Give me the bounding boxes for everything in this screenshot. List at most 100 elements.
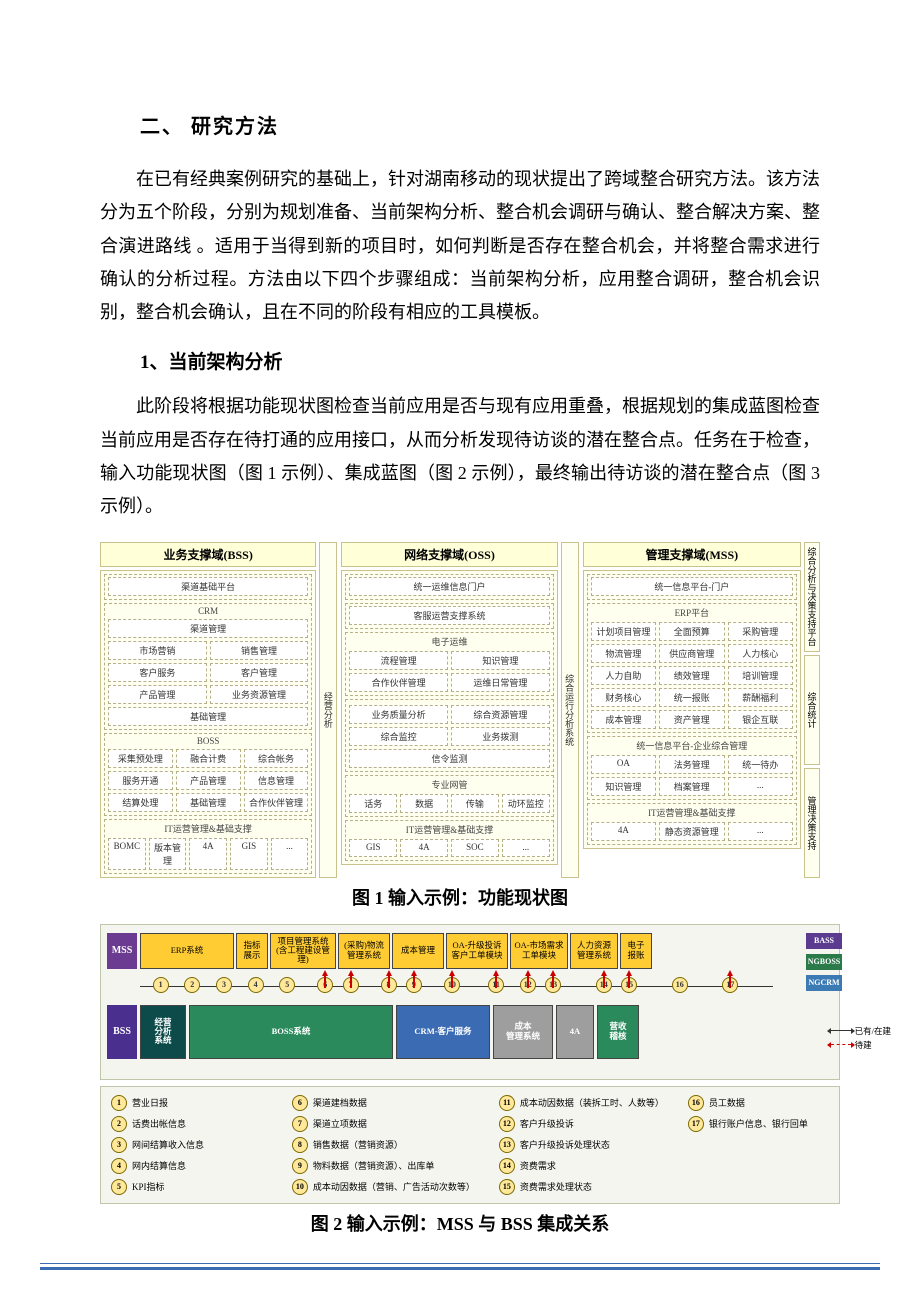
f1-cell: ... <box>271 838 309 870</box>
f1-cell: GIS <box>230 838 268 870</box>
f2-bss-box: 营收稽核 <box>597 1005 639 1059</box>
f1-cell: 统一待办 <box>728 755 793 774</box>
figure-2-caption: 图 2 输入示例：MSS 与 BSS 集成关系 <box>100 1210 820 1236</box>
f2-def-item: 7渠道立项数据 <box>292 1116 475 1132</box>
f1-cell: 合作伙伴管理 <box>244 793 309 812</box>
f2-def-item: 11成本动因数据（装拆工时、人数等） <box>499 1095 664 1111</box>
f1-col-oss: 网络支撑域(OSS) 统一运维信息门户 客服运营支撑系统 电子运维流程管理知识管… <box>341 542 578 878</box>
f1-cell: 银企互联 <box>728 710 793 729</box>
f1-cell: 信令监测 <box>349 749 549 768</box>
f2-bss-box: 经营分析系统 <box>140 1005 186 1059</box>
f1-cell: 薪酬福利 <box>728 688 793 707</box>
f2-mss-box: 电子报账 <box>620 933 652 969</box>
f2-def-item: 8销售数据（营销资源） <box>292 1137 475 1153</box>
f1-cell: 全面预算 <box>659 622 724 641</box>
f2-connector-node: 3 <box>216 977 232 993</box>
f1-cell: SOC <box>451 839 499 857</box>
f1-cell: 采购管理 <box>728 622 793 641</box>
f2-arrow-icon <box>348 970 354 976</box>
f1-cell: 财务核心 <box>591 688 656 707</box>
f1-group-label: 电子运维 <box>349 635 549 648</box>
f1-mss-side1: 综合分析与决策支持平台 <box>804 542 820 652</box>
f2-def-item: 1营业日报 <box>111 1095 268 1111</box>
f1-domain-bss-title: 业务支撑域(BSS) <box>100 542 316 567</box>
f1-cell: ... <box>728 822 793 841</box>
f2-connector-node: 5 <box>279 977 295 993</box>
f1-col-mss: 管理支撑域(MSS) 统一信息平台-门户 ERP平台计划项目管理全面预算采购管理… <box>583 542 820 878</box>
f1-bss-side: 经营分析 <box>319 542 337 878</box>
f2-arrow-icon <box>493 970 499 976</box>
f2-arrow-icon <box>411 970 417 976</box>
f1-cell: OA <box>591 755 656 774</box>
f2-def-item: 14资费需求 <box>499 1158 664 1174</box>
paragraph-1: 在已有经典案例研究的基础上，针对湖南移动的现状提出了跨域整合研究方法。该方法分为… <box>100 163 820 329</box>
f1-cell: 动环监控 <box>502 794 550 813</box>
f1-cell: 统一报账 <box>659 688 724 707</box>
f2-connector-node: 4 <box>248 977 264 993</box>
f1-cell: 知识管理 <box>591 777 656 796</box>
f1-domain-oss-title: 网络支撑域(OSS) <box>341 542 557 567</box>
f2-connector-node: 1 <box>153 977 169 993</box>
f2-arrow-icon <box>601 970 607 976</box>
f2-arrow-icon <box>386 970 392 976</box>
f1-group-label: IT运营管理&基础支撑 <box>591 806 793 819</box>
f1-cell: 渠道管理 <box>108 619 308 638</box>
f2-def-item: 6渠道建档数据 <box>292 1095 475 1111</box>
f2-def-item: 17银行账户信息、银行回单 <box>688 1116 829 1132</box>
f1-cell: 客户服务 <box>108 663 207 682</box>
f1-col-bss: 业务支撑域(BSS) 渠道基础平台 CRM渠道管理市场营销销售管理客户服务客户管… <box>100 542 337 878</box>
f2-connector-lane: 1234567891011121314151617 <box>140 973 773 1001</box>
f1-cell: 信息管理 <box>244 771 309 790</box>
f1-cell: 基础管理 <box>108 707 308 726</box>
f1-cell: 产品管理 <box>176 771 241 790</box>
f1-cell: 话务 <box>349 794 397 813</box>
f1-cell: 静态资源管理 <box>659 822 724 841</box>
f1-cell: 传输 <box>451 794 499 813</box>
f1-cell: 4A <box>400 839 448 857</box>
f1-cell: ... <box>502 839 550 857</box>
f2-def-item: 4网内结算信息 <box>111 1158 268 1174</box>
f2-mss-box: 人力资源管理系统 <box>570 933 618 969</box>
f1-group-label: 统一信息平台-企业综合管理 <box>591 739 793 752</box>
f1-cell: 融合计费 <box>176 749 241 768</box>
f1-cell: ... <box>728 777 793 796</box>
f2-mss-box: 项目管理系统(含工程建设管理) <box>270 933 336 969</box>
f1-mss-side2: 综合统计 <box>804 655 820 765</box>
f1-group-label: IT运营管理&基础支撑 <box>108 822 308 835</box>
f1-cell: 基础管理 <box>176 793 241 812</box>
f1-mss-side3: 管理决策支持 <box>804 768 820 878</box>
f1-cell: 运维日常管理 <box>451 673 550 692</box>
f1-cell: 人力自助 <box>591 666 656 685</box>
f2-arrow-icon <box>626 970 632 976</box>
f1-cell: 业务质量分析 <box>349 705 448 724</box>
f2-def-item: 10成本动因数据（营销、广告活动次数等） <box>292 1179 475 1195</box>
f2-def-item: 5KPI指标 <box>111 1179 268 1195</box>
f1-cell: 业务资源管理 <box>210 685 309 704</box>
f2-legend-lines: 已有/在建 待建 <box>831 1023 891 1051</box>
f2-arrow-icon <box>727 970 733 976</box>
f1-cell: 结算处理 <box>108 793 173 812</box>
f2-def-item: 9物料数据（营销资源）、出库单 <box>292 1158 475 1174</box>
f2-def-item: 13客户升级投诉处理状态 <box>499 1137 664 1153</box>
subsection-heading-1: 1、当前架构分析 <box>140 347 820 374</box>
f1-group-label: 专业网管 <box>349 778 549 791</box>
f1-cell: 成本管理 <box>591 710 656 729</box>
f1-cell: 销售管理 <box>210 641 309 660</box>
f2-connector-node: 2 <box>184 977 200 993</box>
f2-definitions: 1营业日报2话费出帐信息3网间结算收入信息4网内结算信息5KPI指标6渠道建档数… <box>111 1095 829 1195</box>
f2-def-item: 3网间结算收入信息 <box>111 1137 268 1153</box>
f1-cell: 知识管理 <box>451 651 550 670</box>
f2-mss-box: ERP系统 <box>140 933 234 969</box>
f1-cell: 绩效管理 <box>659 666 724 685</box>
f1-cell: 计划项目管理 <box>591 622 656 641</box>
f1-cell: 档案管理 <box>659 777 724 796</box>
f1-cell: BOMC <box>108 838 146 870</box>
figure-2: BASSNGBOSSNGCRM MSS ERP系统指标展示项目管理系统(含工程建… <box>100 924 840 1204</box>
f1-cell: 培训管理 <box>728 666 793 685</box>
f2-mss-box: OA-升级投诉客户工单模块 <box>446 933 508 969</box>
f2-bss-box: 成本管理系统 <box>493 1005 553 1059</box>
f1-cell: 4A <box>189 838 227 870</box>
f1-cell: 产品管理 <box>108 685 207 704</box>
f2-def-item: 12客户升级投诉 <box>499 1116 664 1132</box>
f2-bss-box: BOSS系统 <box>189 1005 393 1059</box>
